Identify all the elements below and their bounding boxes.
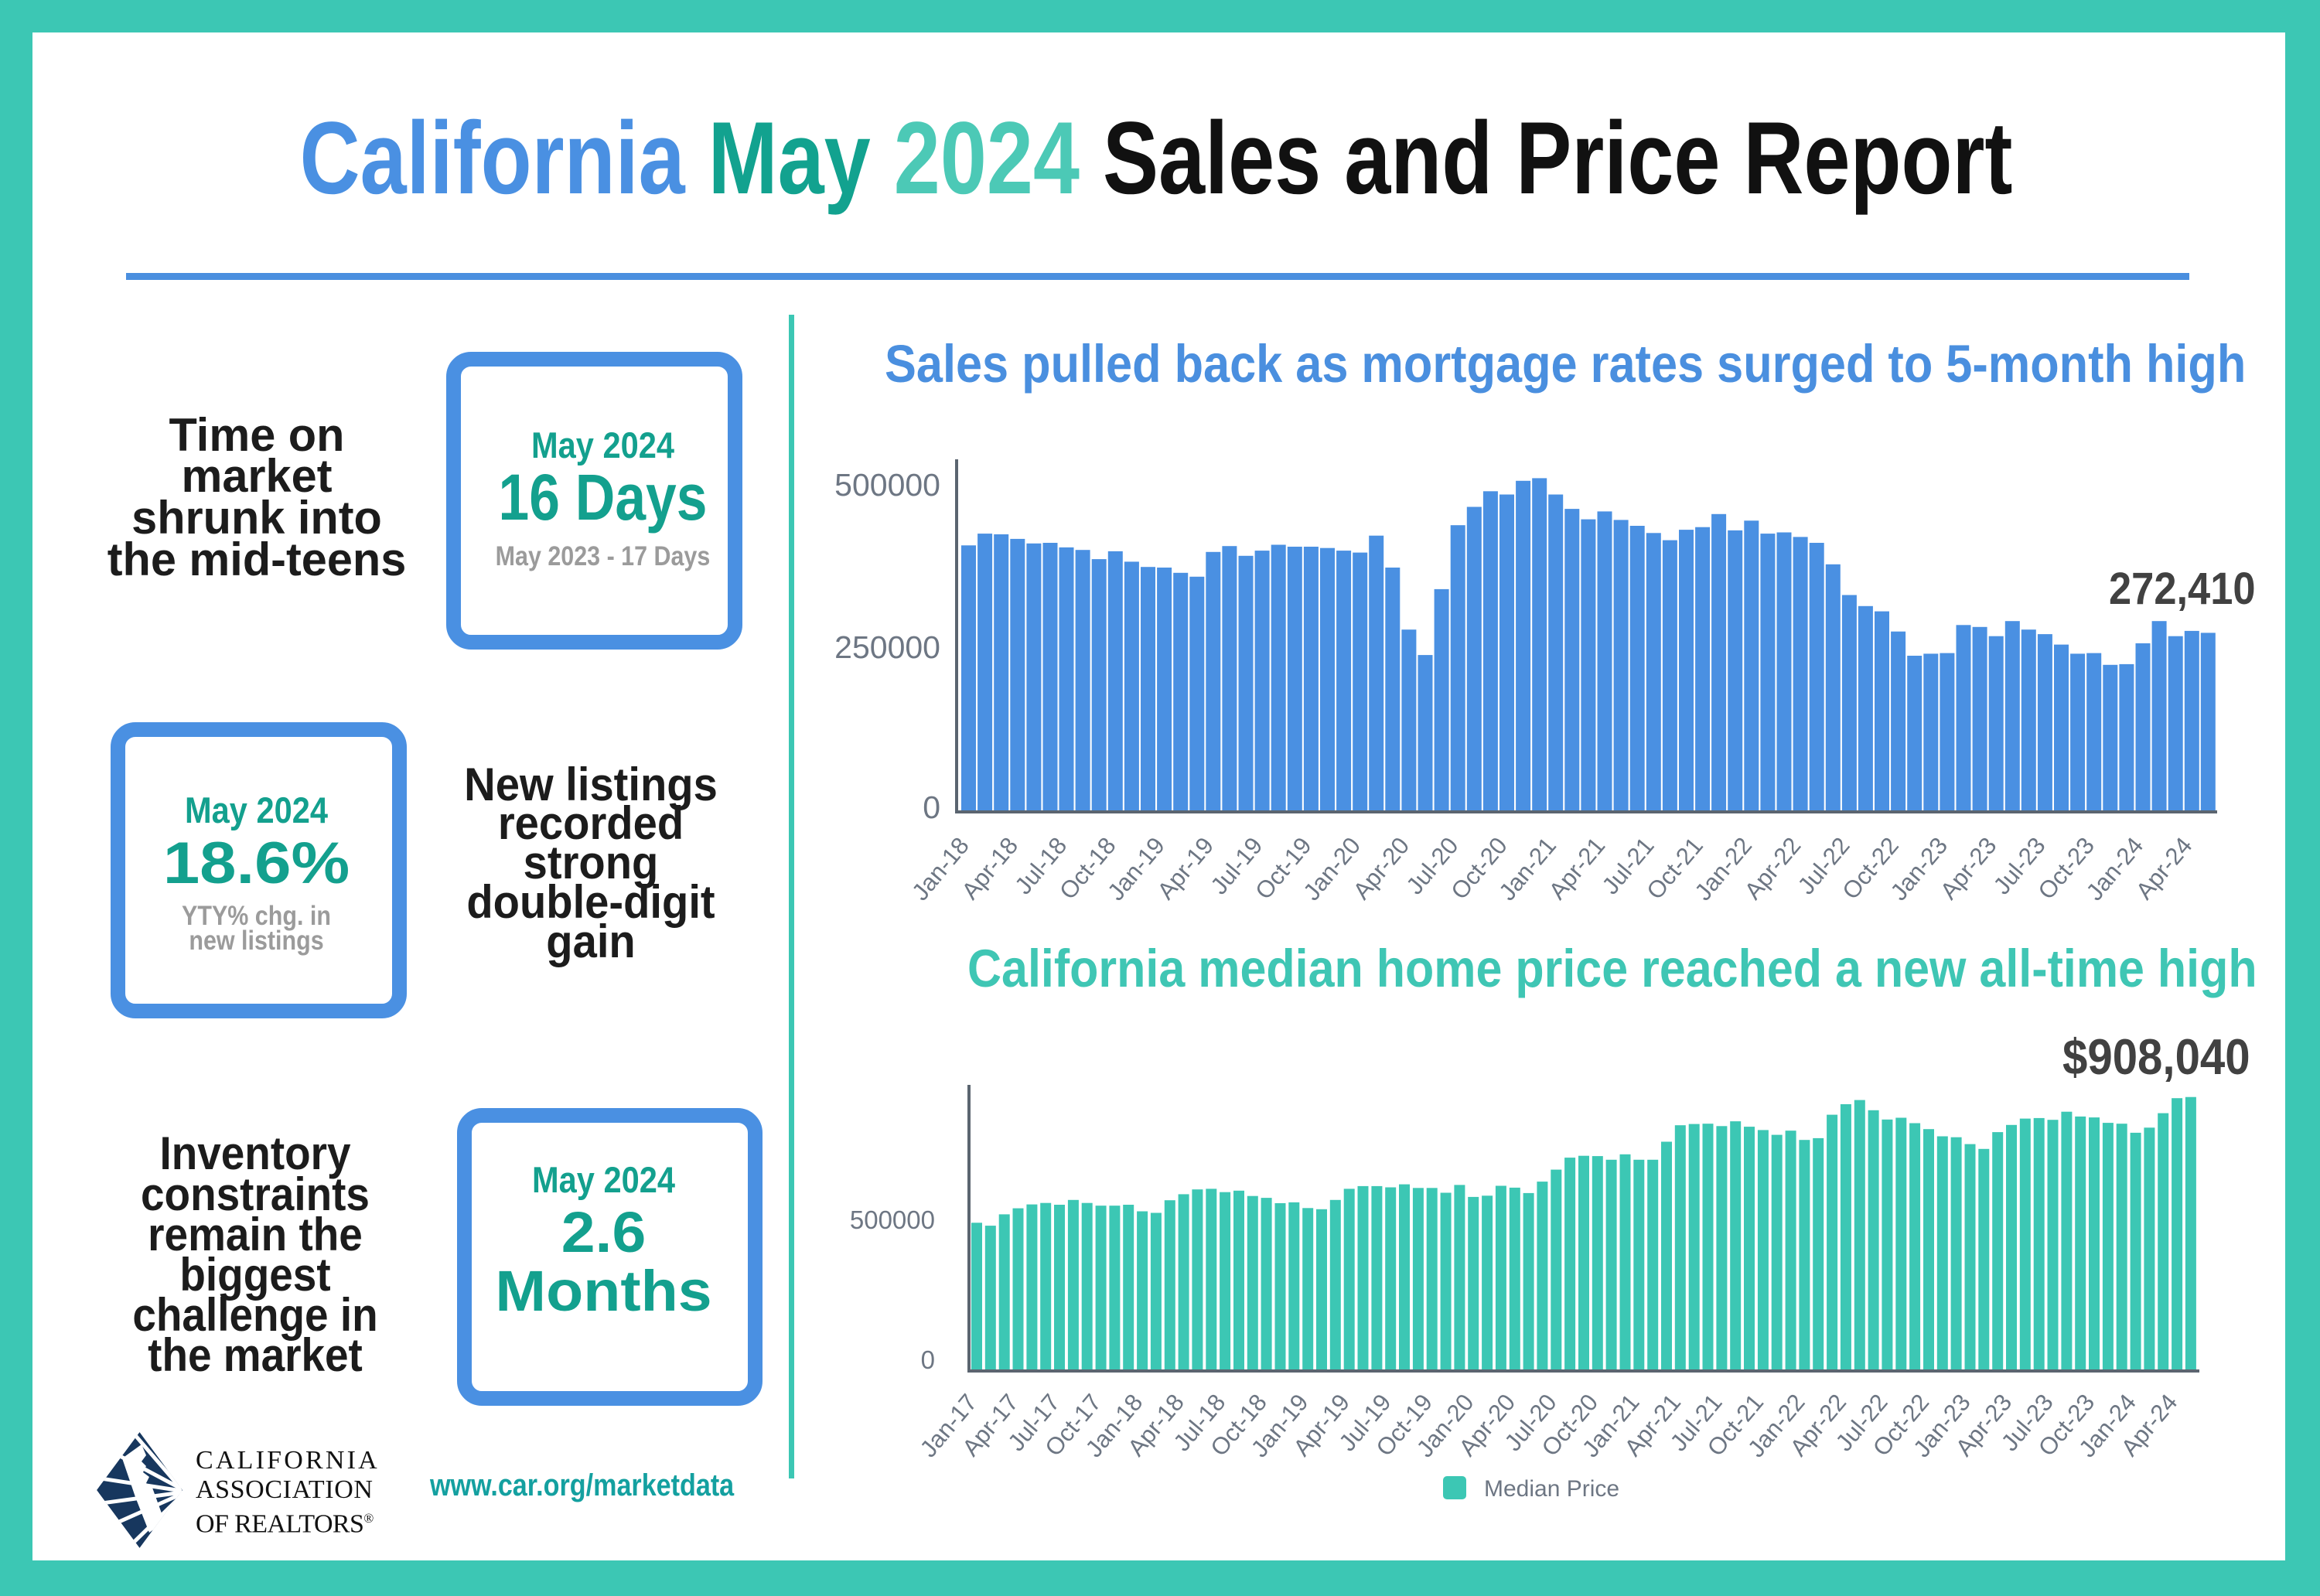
svg-text:0: 0 — [921, 1345, 935, 1374]
svg-text:500000: 500000 — [834, 467, 940, 503]
svg-text:250000: 250000 — [834, 629, 940, 665]
svg-text:0: 0 — [923, 789, 940, 825]
svg-text:500000: 500000 — [850, 1206, 935, 1234]
